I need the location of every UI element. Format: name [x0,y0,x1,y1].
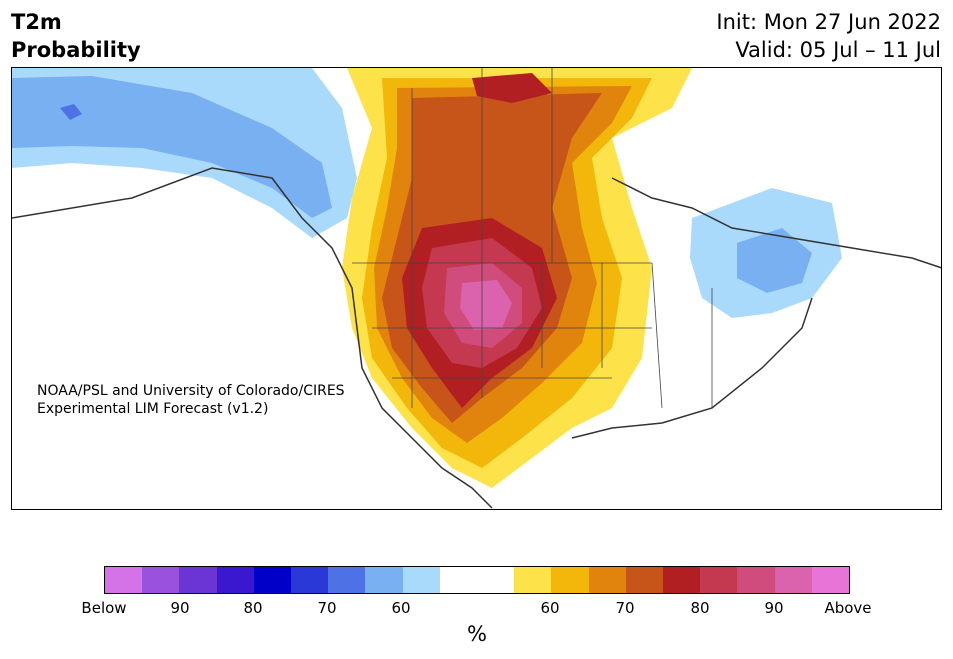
borders [352,68,713,409]
colorbar-segment [291,567,329,593]
colorbar-unit: % [467,622,487,646]
colorbar-segment [811,567,850,593]
colorbar-segment [216,567,254,593]
map-canvas [12,68,941,509]
north-canada-warm [472,73,552,103]
colorbar-segment [365,567,403,593]
coastline [12,167,493,509]
credit-line-2: Experimental LIM Forecast (v1.2) [37,401,269,417]
colorbar-tick-label: Below [81,599,127,617]
east-canada-cold-mid [737,228,812,293]
forecast-dates: Init: Mon 27 Jun 2022 Valid: 05 Jul – 11… [716,8,941,64]
credit-text: NOAA/PSL and University of Colorado/CIRE… [37,382,345,418]
alaska-cold-region-dark [60,104,82,120]
map-title: T2m Probability [11,8,141,64]
title-line-2: Probability [11,38,141,62]
colorbar-segment [253,567,292,593]
colorbar-segment [588,567,626,593]
colorbar-segment [328,567,366,593]
colorbar-tick-label: 90 [764,599,784,617]
title-line-1: T2m [11,10,62,34]
colorbar-segment [439,567,478,593]
colorbar-segment [142,567,180,593]
colorbar-tick-label: 80 [243,599,263,617]
warm-region-core [460,280,512,330]
colorbar-segment [737,567,775,593]
colorbar-tick-label: 60 [391,599,411,617]
probability-map [11,67,942,510]
colorbar-tick-label: 60 [540,599,560,617]
colorbar-segment [179,567,217,593]
colorbar-segment [514,567,552,593]
colorbar-segment [774,567,812,593]
colorbar-tick-label: 90 [170,599,190,617]
coastline-east [611,177,941,269]
init-date: Init: Mon 27 Jun 2022 [716,10,941,34]
alaska-cold-region-mid [12,76,332,218]
colorbar-segment [700,567,738,593]
colorbar-tick-label: Above [824,599,872,617]
credit-line-1: NOAA/PSL and University of Colorado/CIRE… [37,383,345,399]
colorbar [104,566,850,594]
valid-range: Valid: 05 Jul – 11 Jul [735,38,941,62]
colorbar-segment [663,567,701,593]
colorbar-segment [105,567,143,593]
colorbar-segment [477,567,515,593]
colorbar-segment [551,567,589,593]
colorbar-tick-label: 70 [317,599,337,617]
colorbar-segment [625,567,664,593]
colorbar-tick-label: 70 [615,599,635,617]
colorbar-segment [402,567,440,593]
colorbar-tick-label: 80 [690,599,710,617]
